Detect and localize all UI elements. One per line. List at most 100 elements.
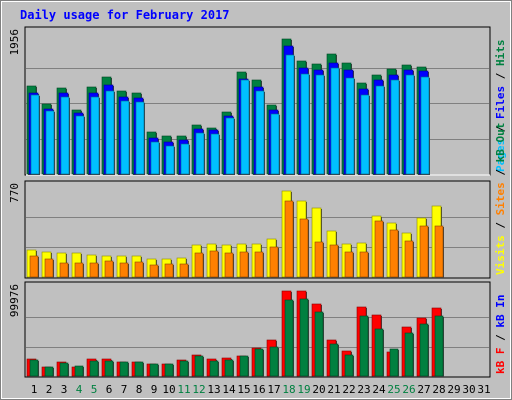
x-tick-label-8: 8 — [136, 383, 143, 396]
x-tick-label-23: 23 — [357, 383, 370, 396]
bottom-kb-in-bar-day-15 — [239, 355, 249, 377]
top-pages-bar-day-21 — [330, 67, 340, 175]
x-tick-label-6: 6 — [106, 383, 113, 396]
top-pages-bar-day-5 — [90, 96, 100, 175]
middle-sites-bar-day-17 — [269, 246, 279, 278]
x-axis-labels: 1 2 3 4 5 6 7 8 9 10 11 12 13 14 15 16 17 18 19 20 21 22 23 24 2… — [31, 383, 491, 396]
panel-top: 1956 Pages / Files / Hits — [8, 26, 507, 176]
top-pages-bar-day-3 — [60, 96, 70, 175]
bottom-kb-in-bar-day-8 — [134, 361, 144, 377]
chart-title: Daily usage for February 2017 — [20, 8, 230, 22]
top-pages-bar-day-16 — [255, 90, 265, 175]
top-pages-bar-day-26 — [405, 74, 415, 175]
top-pages-bar-day-1 — [30, 94, 40, 175]
x-tick-label-27: 27 — [417, 383, 430, 396]
x-tick-label-5: 5 — [91, 383, 98, 396]
middle-sites-bar-day-25 — [389, 229, 399, 278]
top-pages-bar-day-17 — [270, 113, 280, 175]
middle-sites-bar-day-19 — [299, 218, 309, 278]
x-tick-label-12: 12 — [192, 383, 205, 396]
x-tick-label-13: 13 — [207, 383, 220, 396]
bottom-kb-in-bar-day-21 — [329, 343, 339, 377]
top-legend-segment-4: / — [494, 66, 507, 86]
bottom-kb-in-bar-day-11 — [179, 360, 189, 377]
middle-sites-bar-day-10 — [164, 263, 174, 278]
top-pages-bar-day-27 — [420, 76, 430, 175]
x-tick-label-11: 11 — [177, 383, 190, 396]
panel-middle: 770 Visits / Sites / kB Out — [8, 123, 507, 279]
x-tick-label-3: 3 — [61, 383, 68, 396]
middle-sites-bar-day-13 — [209, 250, 219, 278]
top-pages-bar-day-15 — [240, 79, 250, 175]
middle-sites-bar-day-26 — [404, 240, 414, 278]
bottom-kb-in-bar-day-7 — [119, 361, 129, 377]
middle-sites-bar-day-1 — [29, 255, 39, 278]
middle-legend-segment-4: / — [494, 162, 507, 182]
top-pages-bar-day-9 — [150, 141, 160, 175]
bottom-kb-in-bar-day-23 — [359, 315, 369, 377]
top-pages-bar-day-2 — [45, 110, 55, 175]
bottom-kb-in-bar-day-2 — [44, 366, 54, 377]
bottom-kb-in-bar-day-25 — [389, 348, 399, 377]
top-pages-bar-day-6 — [105, 90, 115, 175]
x-tick-label-20: 20 — [312, 383, 325, 396]
bottom-kb-in-bar-day-20 — [314, 311, 324, 377]
top-pages-bar-day-11 — [180, 143, 190, 175]
x-tick-label-15: 15 — [237, 383, 250, 396]
panel-bottom-legend: kB F / kB In — [494, 295, 507, 375]
middle-sites-bar-day-3 — [59, 262, 69, 278]
x-tick-label-17: 17 — [267, 383, 280, 396]
x-tick-label-1: 1 — [31, 383, 38, 396]
middle-legend-segment-3: Sites — [494, 182, 507, 215]
bottom-kb-in-bar-day-1 — [29, 359, 39, 377]
top-pages-bar-day-18 — [285, 54, 295, 175]
top-pages-bar-day-7 — [120, 100, 130, 175]
x-tick-label-31: 31 — [477, 383, 490, 396]
middle-sites-bar-day-11 — [179, 263, 189, 278]
middle-sites-bar-day-14 — [224, 252, 234, 278]
bottom-kb-in-bar-day-6 — [104, 360, 114, 377]
middle-sites-bar-day-15 — [239, 251, 249, 278]
bottom-kb-in-bar-day-19 — [299, 298, 309, 377]
x-tick-label-24: 24 — [372, 383, 386, 396]
middle-sites-bar-day-6 — [104, 260, 114, 278]
middle-sites-bar-day-7 — [119, 262, 129, 278]
bottom-legend-segment-1: kB F — [494, 348, 507, 375]
x-tick-label-26: 26 — [402, 383, 415, 396]
top-pages-bar-day-25 — [390, 79, 400, 175]
x-tick-label-29: 29 — [447, 383, 460, 396]
panel-bottom-max-label: 99976 — [8, 284, 21, 317]
bottom-kb-in-bar-day-5 — [89, 360, 99, 377]
top-pages-bar-day-19 — [300, 73, 310, 175]
middle-sites-bar-day-2 — [44, 258, 54, 278]
top-legend-segment-5: Hits — [494, 40, 507, 67]
bottom-kb-in-bar-day-27 — [419, 323, 429, 377]
top-pages-bar-day-8 — [135, 101, 145, 175]
x-tick-label-18: 18 — [282, 383, 295, 396]
bottom-kb-in-bar-day-3 — [59, 362, 69, 377]
bottom-kb-in-bar-day-28 — [434, 315, 444, 377]
x-tick-label-28: 28 — [432, 383, 445, 396]
bottom-kb-in-bar-day-14 — [224, 359, 234, 377]
middle-sites-bar-day-23 — [359, 251, 369, 278]
top-pages-bar-day-14 — [225, 117, 235, 175]
top-pages-bar-day-4 — [75, 115, 85, 175]
middle-sites-bar-day-27 — [419, 225, 429, 278]
top-pages-bar-day-12 — [195, 132, 205, 175]
panel-middle-max-label: 770 — [8, 183, 21, 203]
middle-sites-bar-day-5 — [89, 262, 99, 278]
middle-sites-bar-day-22 — [344, 251, 354, 278]
middle-sites-bar-day-16 — [254, 251, 264, 278]
x-tick-label-19: 19 — [297, 383, 310, 396]
x-tick-label-9: 9 — [151, 383, 158, 396]
middle-sites-bar-day-18 — [284, 200, 294, 278]
x-tick-label-30: 30 — [462, 383, 475, 396]
middle-sites-bar-day-12 — [194, 252, 204, 278]
x-tick-label-14: 14 — [222, 383, 236, 396]
bottom-kb-in-bar-day-9 — [149, 363, 159, 377]
panel-bottom-bars — [26, 290, 444, 377]
middle-legend-segment-1: Visits — [494, 235, 507, 275]
middle-sites-bar-day-20 — [314, 241, 324, 278]
